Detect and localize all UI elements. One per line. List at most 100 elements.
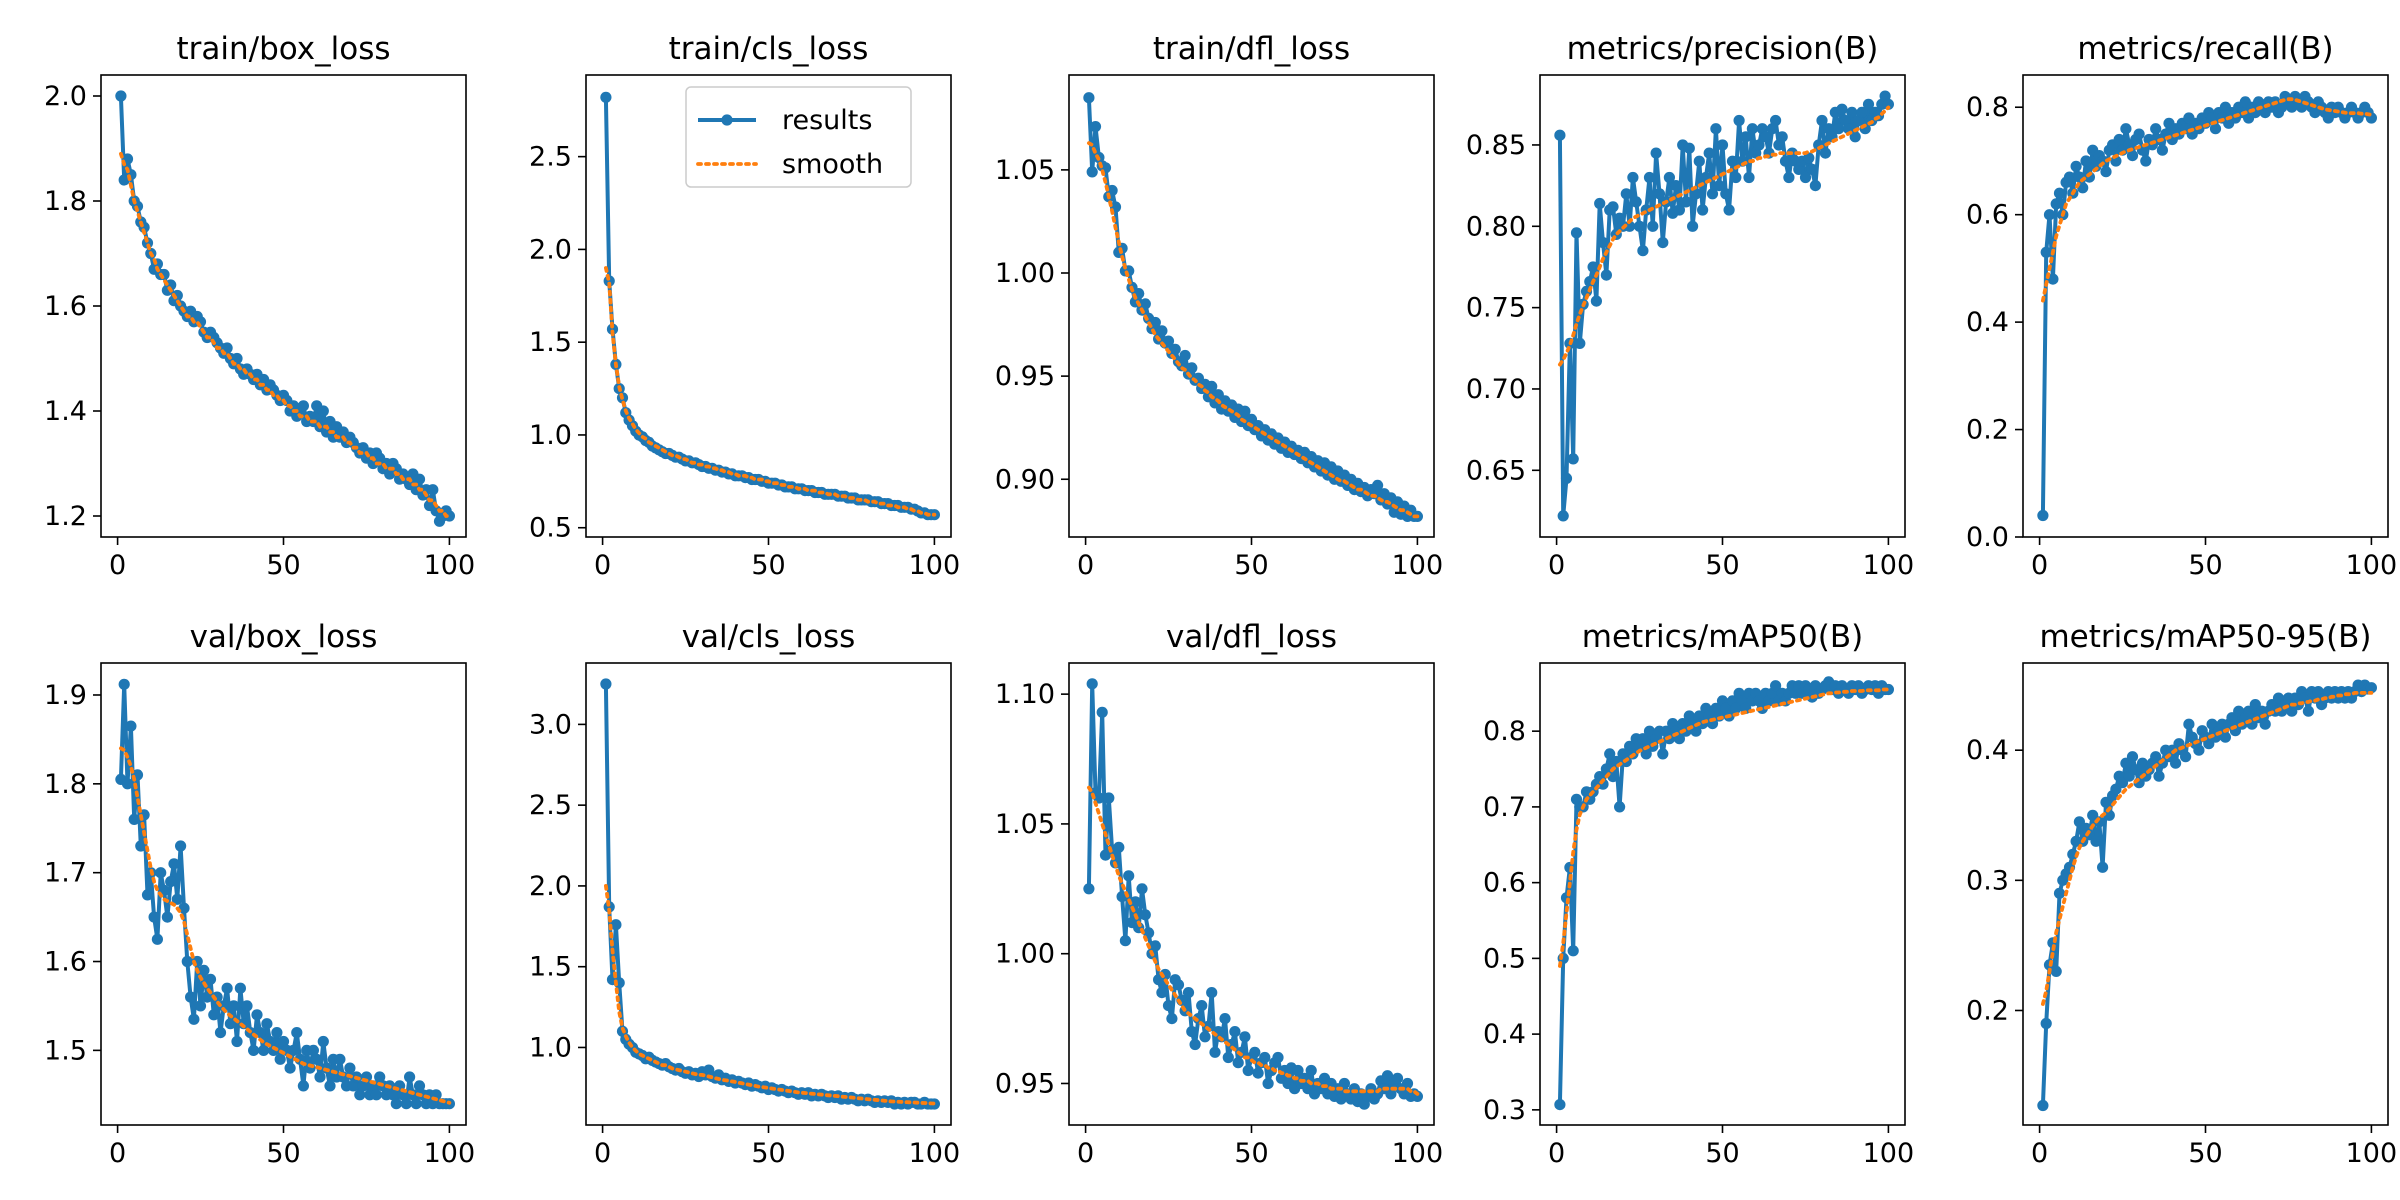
results-point	[1703, 147, 1715, 159]
x-tick-label: 100	[909, 550, 961, 581]
results-point	[271, 1027, 283, 1039]
y-tick-label: 0.6	[1483, 868, 1526, 899]
results-point	[1882, 98, 1894, 110]
results-point	[1272, 1051, 1284, 1064]
results-point	[1640, 748, 1652, 760]
results-point	[2063, 171, 2076, 183]
results-point	[1607, 201, 1619, 213]
results-point	[1653, 188, 1666, 200]
results-point	[1620, 188, 1632, 200]
x-tick-label: 100	[909, 1138, 961, 1169]
x-tick-label: 0	[2031, 550, 2048, 581]
y-tick-label: 1.7	[44, 858, 87, 889]
results-point	[1570, 227, 1583, 239]
y-tick-label: 0.95	[995, 361, 1055, 392]
results-point	[2113, 133, 2125, 146]
results-line	[1557, 94, 1891, 518]
y-tick-label: 1.5	[44, 1035, 87, 1066]
results-point	[1862, 98, 1875, 110]
results-point	[1139, 298, 1151, 310]
results-point	[251, 1009, 263, 1021]
results-point	[1597, 237, 1609, 249]
results-point	[1783, 171, 1795, 184]
results-point	[2040, 1017, 2052, 1030]
y-tick-label: 1.00	[995, 939, 1055, 970]
smooth-line	[1087, 141, 1420, 519]
results-point	[334, 1053, 346, 1065]
results-point	[1680, 196, 1692, 208]
results-point	[2097, 861, 2109, 873]
results-point	[324, 1080, 336, 1092]
results-point	[2170, 757, 2182, 769]
x-tick-label: 0	[1548, 1138, 1565, 1169]
y-tick-label: 0.7	[1483, 792, 1526, 823]
y-tick-label: 1.0	[529, 1032, 572, 1063]
x-tick-label: 100	[1863, 550, 1915, 581]
results-point	[1723, 204, 1735, 216]
results-point	[317, 1035, 329, 1048]
results-point	[188, 1013, 200, 1025]
results-line	[1557, 679, 1889, 1105]
results-point	[1637, 245, 1649, 257]
results-point	[370, 1089, 382, 1101]
results-point	[1799, 171, 1812, 184]
results-point	[248, 1044, 260, 1056]
y-tick-label: 0.0	[1966, 522, 2009, 553]
y-tick-label: 0.4	[1966, 735, 2009, 766]
results-point	[2219, 731, 2231, 743]
results-point	[1292, 1064, 1304, 1077]
results-point	[1123, 870, 1135, 882]
results-point	[1836, 103, 1848, 115]
results-line	[118, 95, 452, 524]
results-point	[1209, 1046, 1221, 1058]
x-tick-label: 50	[2188, 1138, 2222, 1169]
results-point	[1740, 131, 1752, 143]
chart-title: val/cls_loss	[682, 619, 856, 655]
results-point	[374, 1071, 386, 1083]
results-point	[1262, 1077, 1274, 1090]
y-tick-label: 2.5	[529, 142, 572, 173]
results-point	[2259, 718, 2271, 730]
y-tick-label: 1.9	[44, 680, 87, 711]
results-point	[1690, 725, 1702, 737]
results-point	[1239, 1031, 1251, 1043]
x-tick-label: 50	[1705, 1138, 1739, 1169]
results-point	[1182, 987, 1195, 999]
x-tick-label: 50	[751, 1138, 785, 1169]
results-point	[284, 1062, 296, 1074]
results-line	[1086, 681, 1419, 1107]
results-point	[1199, 1031, 1211, 1043]
results-point	[1186, 362, 1198, 374]
results-point	[297, 400, 309, 412]
results-point	[2070, 160, 2082, 172]
results-point	[1663, 171, 1675, 184]
results-point	[1633, 220, 1646, 232]
results-point	[1083, 92, 1095, 104]
results-point	[194, 1000, 207, 1012]
results-point	[1557, 510, 1569, 522]
results-point	[1149, 316, 1161, 329]
results-point	[241, 1000, 253, 1012]
y-tick-label: 0.4	[1483, 1019, 1526, 1050]
y-tick-label: 2.0	[529, 234, 572, 265]
results-point	[2080, 155, 2092, 167]
results-point	[1560, 472, 1573, 484]
results-point	[1670, 180, 1682, 192]
results-point	[2126, 150, 2139, 162]
results-point	[390, 1098, 402, 1110]
results-point	[404, 1071, 416, 1083]
x-tick-label: 50	[2188, 550, 2222, 581]
results-point	[128, 813, 140, 826]
results-point	[1096, 706, 1108, 718]
results-point	[347, 1080, 359, 1092]
legend-results-marker	[721, 114, 733, 126]
chart-title: metrics/recall(B)	[2077, 31, 2333, 67]
x-tick-label: 100	[424, 1138, 476, 1169]
results-point	[1687, 220, 1699, 232]
results-point	[277, 1035, 290, 1048]
results-point	[1338, 1077, 1350, 1090]
results-point	[1149, 940, 1161, 952]
results-point	[274, 1053, 286, 1065]
y-tick-label: 0.4	[1966, 307, 2009, 338]
